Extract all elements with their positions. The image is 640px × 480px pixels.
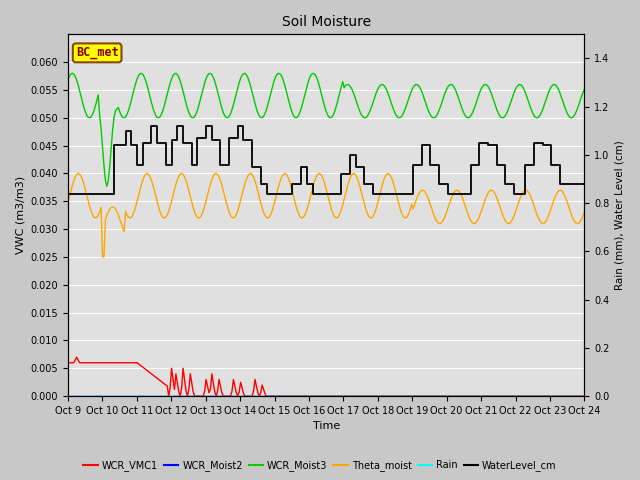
- Y-axis label: VWC (m3/m3): VWC (m3/m3): [15, 176, 25, 254]
- X-axis label: Time: Time: [312, 421, 340, 432]
- Text: BC_met: BC_met: [76, 47, 118, 60]
- Title: Soil Moisture: Soil Moisture: [282, 15, 371, 29]
- Legend: WCR_VMC1, WCR_Moist2, WCR_Moist3, Theta_moist, Rain, WaterLevel_cm: WCR_VMC1, WCR_Moist2, WCR_Moist3, Theta_…: [79, 456, 561, 475]
- Y-axis label: Rain (mm), Water Level (cm): Rain (mm), Water Level (cm): [615, 140, 625, 290]
